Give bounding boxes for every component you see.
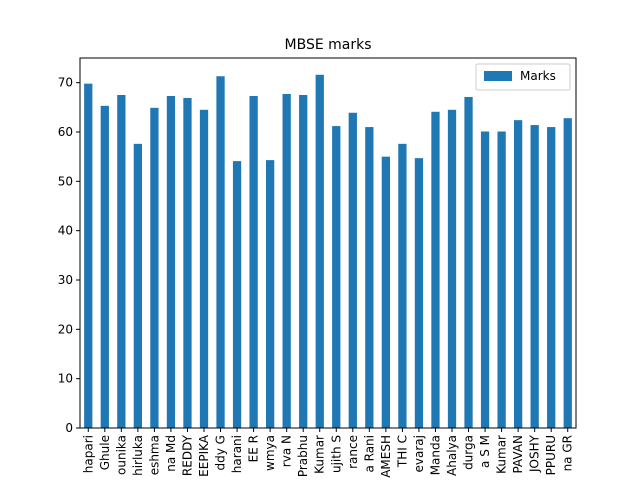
bar xyxy=(133,143,142,428)
x-tick-label: PAVAN xyxy=(511,435,525,474)
bar xyxy=(299,95,308,428)
bar xyxy=(563,118,572,428)
bar xyxy=(332,126,341,428)
x-tick-label: ujith S xyxy=(329,435,343,473)
bar xyxy=(315,74,324,429)
legend: Marks xyxy=(475,63,571,91)
x-tick-label: evaraj xyxy=(412,435,426,472)
bar xyxy=(464,96,473,428)
x-tick-label: REDDY xyxy=(180,434,194,476)
x-tick-label: na GR xyxy=(561,435,575,471)
bar xyxy=(348,112,357,428)
x-tick-label: hirluka xyxy=(131,435,145,476)
bar xyxy=(266,160,275,428)
x-tick-label: THI C xyxy=(395,435,409,468)
bar xyxy=(365,127,374,428)
bar xyxy=(381,156,390,429)
x-tick-label: harani xyxy=(230,435,244,473)
bar xyxy=(431,111,440,429)
legend-box xyxy=(475,63,571,91)
bar xyxy=(199,109,209,429)
y-tick-label: 30 xyxy=(58,273,73,287)
x-tick-label: Prabhu xyxy=(296,435,310,477)
x-tick-label: Kumar xyxy=(495,435,509,474)
bar xyxy=(530,125,539,428)
y-tick-label: 70 xyxy=(58,76,73,90)
bar xyxy=(547,127,556,428)
legend-label: Marks xyxy=(520,69,556,83)
x-tick-label: hapari xyxy=(81,435,95,473)
x-tick-label: Manda xyxy=(428,435,442,475)
bar-group xyxy=(84,74,572,429)
x-tick-label: AMESH xyxy=(379,435,393,478)
y-tick-label: 20 xyxy=(58,322,73,336)
x-axis: hapari Ghule ounika hirluka eshma na Md REDDY E… xyxy=(81,428,575,478)
x-tick-label: ddy G xyxy=(214,435,228,470)
x-tick-label: a S M xyxy=(478,435,492,468)
x-tick-label: JOSHY xyxy=(528,434,542,473)
x-tick-label: rva N xyxy=(280,435,294,467)
x-tick-label: PPURU xyxy=(544,435,558,475)
x-tick-label: Ghule xyxy=(98,435,112,470)
x-tick-label: EEPIKA xyxy=(197,434,211,477)
y-axis: 0 10 20 30 40 50 60 70 xyxy=(58,76,80,435)
y-tick-label: 0 xyxy=(65,421,73,435)
chart-title: MBSE marks xyxy=(285,37,372,53)
bar xyxy=(497,131,506,428)
y-tick-label: 60 xyxy=(58,125,73,139)
bar xyxy=(398,143,407,428)
y-tick-label: 40 xyxy=(58,224,73,238)
y-tick-label: 50 xyxy=(58,174,73,188)
x-tick-label: rance xyxy=(346,435,360,469)
x-tick-label: Ahalya xyxy=(445,435,459,476)
bar xyxy=(514,120,523,428)
bar xyxy=(249,95,258,429)
bar xyxy=(166,95,176,429)
x-tick-label: durga xyxy=(462,435,476,470)
bar xyxy=(183,97,192,429)
bar xyxy=(447,109,457,429)
bar xyxy=(100,105,109,428)
bar xyxy=(216,76,225,428)
legend-swatch xyxy=(484,71,512,81)
x-tick-label: EE R xyxy=(247,435,261,462)
x-tick-label: wmya xyxy=(263,435,277,471)
bar xyxy=(282,94,291,428)
x-tick-label: Kumar xyxy=(313,435,327,474)
bar xyxy=(84,83,93,429)
x-tick-label: eshma xyxy=(147,435,161,475)
bar xyxy=(480,131,490,428)
x-tick-label: a Rani xyxy=(362,435,376,473)
bar xyxy=(117,95,126,428)
bar xyxy=(414,158,424,428)
x-tick-label: na Md xyxy=(164,435,178,472)
plot-frame xyxy=(79,57,577,429)
bar xyxy=(150,107,159,428)
y-tick-label: 10 xyxy=(58,372,73,386)
bar xyxy=(232,161,242,429)
x-tick-label: ounika xyxy=(114,435,128,475)
